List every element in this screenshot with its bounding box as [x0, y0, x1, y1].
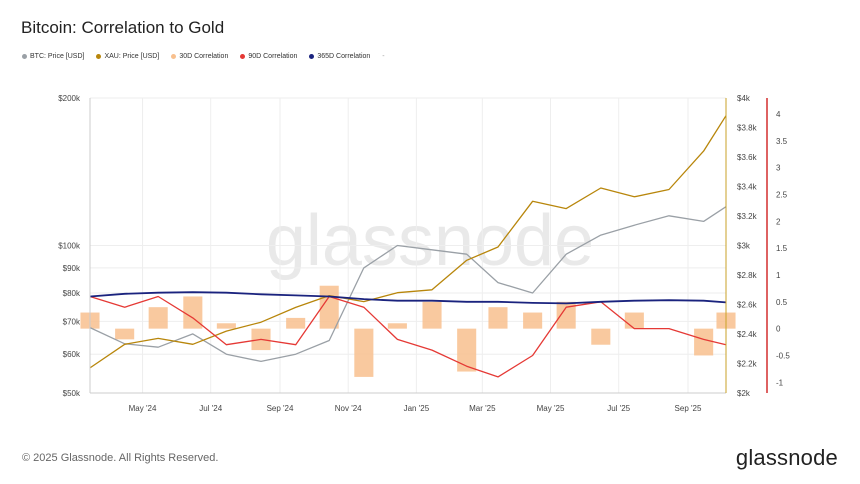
- bar-30d-correlation: [148, 307, 168, 329]
- legend-label: -: [382, 53, 385, 60]
- y-tick-label-left: $80k: [63, 289, 81, 298]
- y-tick-label-correlation: 3: [776, 164, 781, 173]
- line-365d-correlation: [89, 291, 727, 305]
- x-tick-label: May '25: [537, 404, 565, 413]
- x-tick-label: Sep '25: [675, 404, 702, 413]
- y-tick-label-gold: $2.4k: [737, 330, 758, 339]
- y-tick-label-left: $200k: [58, 94, 81, 103]
- bar-30d-correlation: [216, 323, 236, 329]
- legend-swatch: [171, 54, 177, 59]
- legend-swatch: [96, 54, 102, 59]
- chart-title: Bitcoin: Correlation to Gold: [21, 18, 225, 37]
- y-tick-label-gold: $4k: [737, 94, 751, 103]
- x-tick-label: Mar '25: [469, 404, 496, 413]
- y-tick-label-correlation: 0.5: [776, 298, 788, 307]
- legend-label: XAU: Price [USD]: [104, 53, 160, 60]
- y-tick-label-gold: $3.4k: [737, 183, 758, 192]
- y-tick-label-gold: $3k: [737, 242, 751, 251]
- y-tick-label-correlation: 2.5: [776, 191, 788, 200]
- bar-30d-correlation: [523, 312, 543, 329]
- bar-30d-correlation: [556, 301, 576, 329]
- x-tick-label: Jan '25: [404, 404, 430, 413]
- legend: BTC: Price [USD] XAU: Price [USD] 30D Co…: [22, 53, 385, 60]
- y-tick-label-left: $60k: [63, 350, 81, 359]
- x-tick-label: Nov '24: [335, 404, 362, 413]
- line-90d-correlation: [89, 295, 727, 378]
- series-lines: [89, 115, 727, 378]
- legend-label: 365D Correlation: [317, 53, 371, 60]
- y-tick-label-gold: $2.2k: [737, 360, 758, 369]
- bar-30d-correlation: [457, 328, 477, 372]
- bar-30d-correlation: [422, 301, 442, 329]
- y-tick-label-correlation: -1: [776, 378, 784, 387]
- y-tick-label-correlation: 1: [776, 271, 781, 280]
- y-tick-label-gold: $3.2k: [737, 212, 758, 221]
- legend-item-btc-price[interactable]: BTC: Price [USD]: [22, 53, 84, 60]
- y-tick-label-correlation: 2: [776, 217, 781, 226]
- watermark: glassnode: [266, 201, 594, 281]
- y-tick-label-correlation: 0: [776, 325, 781, 334]
- legend-swatch: [240, 54, 246, 59]
- legend-item-extra[interactable]: -: [382, 53, 384, 60]
- legend-item-xau-price[interactable]: XAU: Price [USD]: [96, 53, 159, 60]
- y-tick-label-gold: $2.6k: [737, 301, 758, 310]
- correlation-30d-bars: [80, 285, 736, 377]
- y-tick-label-left: $70k: [63, 317, 81, 326]
- y-tick-label-gold: $2k: [737, 389, 751, 398]
- copyright: © 2025 Glassnode. All Rights Reserved.: [22, 452, 219, 464]
- brand-logo: glassnode: [735, 445, 838, 470]
- y-tick-label-gold: $3.8k: [737, 124, 758, 133]
- legend-label: 90D Correlation: [248, 53, 298, 60]
- bar-30d-correlation: [183, 296, 203, 329]
- y-tick-label-left: $90k: [63, 264, 81, 273]
- x-tick-label: Jul '25: [607, 404, 630, 413]
- bar-30d-correlation: [488, 307, 508, 329]
- y-tick-label-correlation: 1.5: [776, 244, 788, 253]
- legend-swatch: [309, 54, 315, 59]
- y-tick-label-correlation: 3.5: [776, 137, 788, 146]
- x-tick-label: Jul '24: [199, 404, 222, 413]
- y-tick-label-correlation: -0.5: [776, 351, 790, 360]
- legend-swatch: [22, 54, 27, 59]
- bar-30d-correlation: [591, 328, 611, 345]
- x-tick-label: Sep '24: [267, 404, 294, 413]
- axes: $50k $60k $70k $80k $90k $100k $200k $2k $2.2k $2…: [58, 94, 790, 413]
- legend-item-30d-correlation[interactable]: 30D Correlation: [171, 53, 228, 60]
- y-tick-label-correlation: 4: [776, 110, 781, 119]
- legend-label: BTC: Price [USD]: [30, 53, 85, 60]
- bar-30d-correlation: [286, 317, 306, 329]
- y-tick-label-left: $100k: [58, 242, 81, 251]
- bar-30d-correlation: [694, 328, 714, 356]
- bar-30d-correlation: [354, 328, 374, 377]
- legend-item-365d-correlation[interactable]: 365D Correlation: [309, 53, 370, 60]
- bar-30d-correlation: [624, 312, 644, 329]
- grid: [90, 97, 726, 394]
- x-tick-label: May '24: [129, 404, 157, 413]
- line-btc-price-usd: [89, 206, 727, 363]
- y-tick-label-gold: $3.6k: [737, 153, 758, 162]
- y-tick-label-left: $50k: [63, 389, 81, 398]
- legend-label: 30D Correlation: [179, 53, 229, 60]
- y-tick-label-gold: $2.8k: [737, 271, 758, 280]
- bar-30d-correlation: [387, 323, 407, 329]
- legend-item-90d-correlation[interactable]: 90D Correlation: [240, 53, 297, 60]
- line-xau-price-usd: [89, 115, 727, 369]
- bar-30d-correlation: [115, 328, 135, 340]
